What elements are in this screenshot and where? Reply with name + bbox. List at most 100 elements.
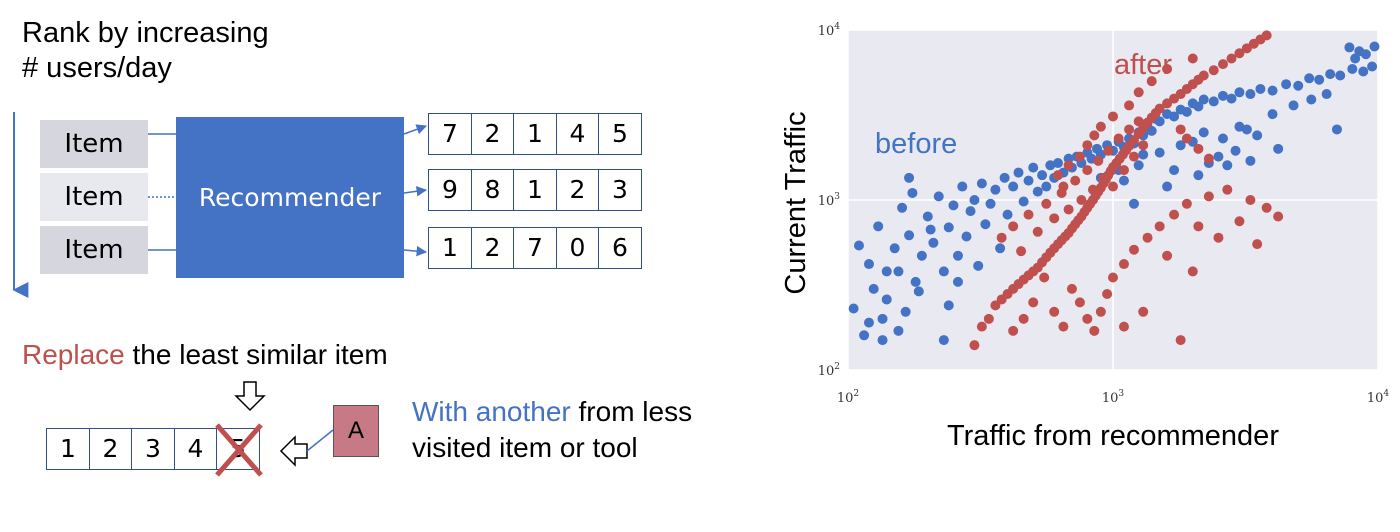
with-rest: from less visited item or tool xyxy=(412,396,693,463)
before-point xyxy=(897,202,908,213)
before-point xyxy=(961,231,972,242)
before-point xyxy=(990,184,1001,195)
x-tick-label: 104 xyxy=(1367,389,1390,406)
after-point xyxy=(1032,226,1043,237)
after-point xyxy=(1128,244,1139,255)
arrow-row2 xyxy=(403,186,428,197)
after-point xyxy=(1058,181,1069,192)
before-point xyxy=(1217,90,1228,101)
after-point xyxy=(1154,103,1165,114)
before-point xyxy=(1304,73,1315,84)
before-point xyxy=(999,172,1010,183)
annotation-after: after xyxy=(1114,49,1172,81)
before-point xyxy=(1288,100,1299,111)
before-point xyxy=(952,276,963,287)
before-point xyxy=(1369,41,1380,52)
after-point xyxy=(1203,191,1214,202)
ticks-layer: 102 103 104 102 103 104 xyxy=(818,22,1390,406)
with-highlight: With another xyxy=(412,396,571,427)
before-point xyxy=(1241,124,1252,135)
points-layer xyxy=(848,30,1380,351)
bottom-cell-replaced: 5 xyxy=(215,423,263,477)
grid-layer xyxy=(847,29,1379,371)
before-point xyxy=(928,237,939,248)
after-point xyxy=(1093,155,1104,166)
before-point xyxy=(877,335,888,346)
before-point xyxy=(1181,106,1192,117)
after-point xyxy=(1039,272,1050,283)
before-point xyxy=(863,317,874,328)
before-point xyxy=(952,250,963,261)
after-point xyxy=(1162,250,1173,261)
before-point xyxy=(938,266,949,277)
before-point xyxy=(907,187,918,198)
before-point xyxy=(976,178,987,189)
row-cell: 2 xyxy=(470,227,515,269)
after-point xyxy=(1181,133,1192,144)
before-point xyxy=(1128,198,1139,209)
before-point xyxy=(904,230,915,241)
before-point xyxy=(1018,196,1029,207)
after-point xyxy=(1175,335,1186,346)
before-point xyxy=(893,325,904,336)
item-box-2: Item xyxy=(40,173,148,221)
before-point xyxy=(1052,158,1063,169)
before-point xyxy=(863,259,874,270)
after-point xyxy=(1016,246,1027,257)
after-point xyxy=(1089,130,1100,141)
before-point xyxy=(1169,165,1180,176)
before-point xyxy=(1175,140,1186,151)
after-point xyxy=(1198,70,1209,81)
bottom-cell: 1 xyxy=(46,428,90,470)
after-point xyxy=(990,300,1001,311)
before-point xyxy=(1008,181,1019,192)
row-cell: 2 xyxy=(555,169,600,211)
after-point xyxy=(1252,239,1263,250)
before-point xyxy=(1198,127,1209,138)
row-cell: 6 xyxy=(598,227,642,269)
after-point xyxy=(1261,202,1272,213)
after-point xyxy=(976,321,987,332)
after-point xyxy=(1245,195,1256,205)
bottom-row: 1 2 3 4 5 xyxy=(46,423,263,477)
after-point xyxy=(996,232,1007,243)
after-point xyxy=(1162,63,1173,74)
before-point xyxy=(922,211,933,222)
y-tick-label: 104 xyxy=(818,22,841,39)
with-caption: With another from less visited item or t… xyxy=(412,394,702,466)
after-point xyxy=(1041,198,1052,209)
row-cell: 3 xyxy=(598,169,642,211)
before-point xyxy=(916,250,927,261)
after-point xyxy=(1066,283,1077,294)
before-point xyxy=(1267,85,1278,96)
item-box-1: Item xyxy=(40,120,148,168)
arrow-row1 xyxy=(403,124,427,135)
after-point xyxy=(1074,297,1085,308)
after-point xyxy=(1124,124,1135,135)
before-point xyxy=(943,300,954,311)
row-cell: 2 xyxy=(470,113,515,155)
after-point xyxy=(1063,160,1074,171)
left-arrow-icon xyxy=(279,435,308,467)
output-row-2: 9 8 1 2 3 xyxy=(428,169,642,211)
before-point xyxy=(1028,162,1039,173)
before-point xyxy=(985,198,996,209)
after-point xyxy=(1074,151,1085,162)
before-point xyxy=(1293,80,1304,91)
before-point xyxy=(969,195,980,205)
down-arrow-icon xyxy=(234,381,266,412)
after-point xyxy=(1217,59,1228,70)
before-point xyxy=(848,303,859,314)
before-point xyxy=(1335,70,1346,81)
before-point xyxy=(965,206,976,217)
before-point xyxy=(1350,53,1361,64)
before-point xyxy=(1138,149,1149,160)
after-point xyxy=(1154,221,1165,232)
before-point xyxy=(957,181,968,192)
before-point xyxy=(1041,181,1052,192)
after-point xyxy=(1108,111,1118,122)
after-point xyxy=(1133,87,1144,98)
before-point xyxy=(904,172,915,183)
arrow-row3 xyxy=(403,245,428,257)
after-point xyxy=(1113,133,1124,144)
